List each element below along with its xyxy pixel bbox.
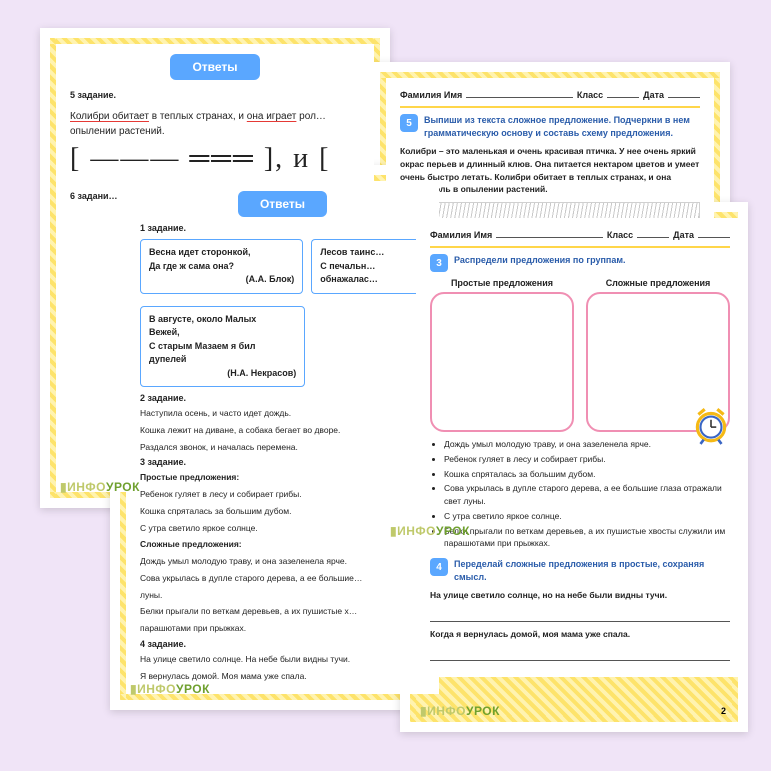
task-number: 5 задание. — [70, 90, 360, 100]
page-number: 2 — [721, 706, 726, 716]
answers-badge: Ответы — [238, 191, 327, 217]
header-fields: Фамилия Имя Класс Дата — [400, 88, 700, 108]
column-title-complex: Сложные предложения — [586, 278, 730, 288]
brand-logo: ▮ИНФОУРОК — [130, 682, 210, 696]
subject-predicate-1: Колибри обитает — [70, 111, 149, 122]
annotated-sentence: Колибри обитает в теплых странах, и она … — [70, 108, 360, 126]
task-number-badge: 4 — [430, 558, 448, 576]
list-item: С утра светило яркое солнце. — [444, 510, 730, 523]
poem-box-nekrasov: В августе, около Малых Вежей, С старым М… — [140, 306, 305, 388]
alarm-clock-icon — [690, 404, 732, 446]
task-label: 4 задание. — [140, 639, 425, 649]
column-title-simple: Простые предложения — [430, 278, 574, 288]
list-item: Ребенок гуляет в лесу и собирает грибы. — [444, 453, 730, 466]
list-item: Белки прыгали по веткам деревьев, а их п… — [444, 525, 730, 551]
header-fields: Фамилия Имя Класс Дата — [430, 228, 730, 248]
drop-area-simple — [430, 292, 574, 432]
task-5-paragraph: Колибри – это маленькая и очень красивая… — [400, 145, 700, 196]
sentence-list: Дождь умыл молодую траву, и она зазелене… — [444, 438, 730, 550]
task-5: 5 Выпиши из текста сложное предложение. … — [400, 114, 700, 139]
list-item: Дождь умыл молодую траву, и она зазелене… — [444, 438, 730, 451]
subject-predicate-2: она играет — [247, 111, 297, 122]
sentence-scheme: [ ——— ═══ ], и [ — [70, 143, 360, 175]
poem-box-blok: Весна идет сторонкой, Да где ж сама она?… — [140, 239, 303, 294]
brand-logo: ▮ИНФОУРОК — [60, 480, 140, 494]
task-3: 3 Распредели предложения по группам. — [430, 254, 730, 272]
worksheet-page-answers-2: Ответы 1 задание. Весна идет сторонкой, … — [110, 165, 455, 710]
task-label: 1 задание. — [140, 223, 425, 233]
brand-logo: ▮ИНФОУРОК — [390, 524, 470, 538]
worksheet-page-task-3-4: Фамилия Имя Класс Дата 3 Распредели пред… — [400, 202, 748, 732]
answers-badge: Ответы — [170, 54, 259, 80]
list-item: Кошка спряталась за большим дубом. — [444, 468, 730, 481]
task-number-badge: 5 — [400, 114, 418, 132]
task-label: 2 задание. — [140, 393, 425, 403]
classification-columns: Простые предложения Сложные предложения — [430, 278, 730, 432]
brand-logo: ▮ИНФОУРОК — [420, 704, 500, 718]
answer-line — [430, 647, 730, 661]
task-label: 3 задание. — [140, 457, 425, 467]
task-4: 4 Переделай сложные предложения в просты… — [430, 558, 730, 583]
sentence-line-2: опылении растений. — [70, 126, 360, 137]
answer-line — [430, 608, 730, 622]
poem-box-right: Лесов таинс… С печальн… обнажалас… — [311, 239, 425, 294]
task-number-badge: 3 — [430, 254, 448, 272]
list-item: Сова укрылась в дупле старого дерева, а … — [444, 482, 730, 508]
